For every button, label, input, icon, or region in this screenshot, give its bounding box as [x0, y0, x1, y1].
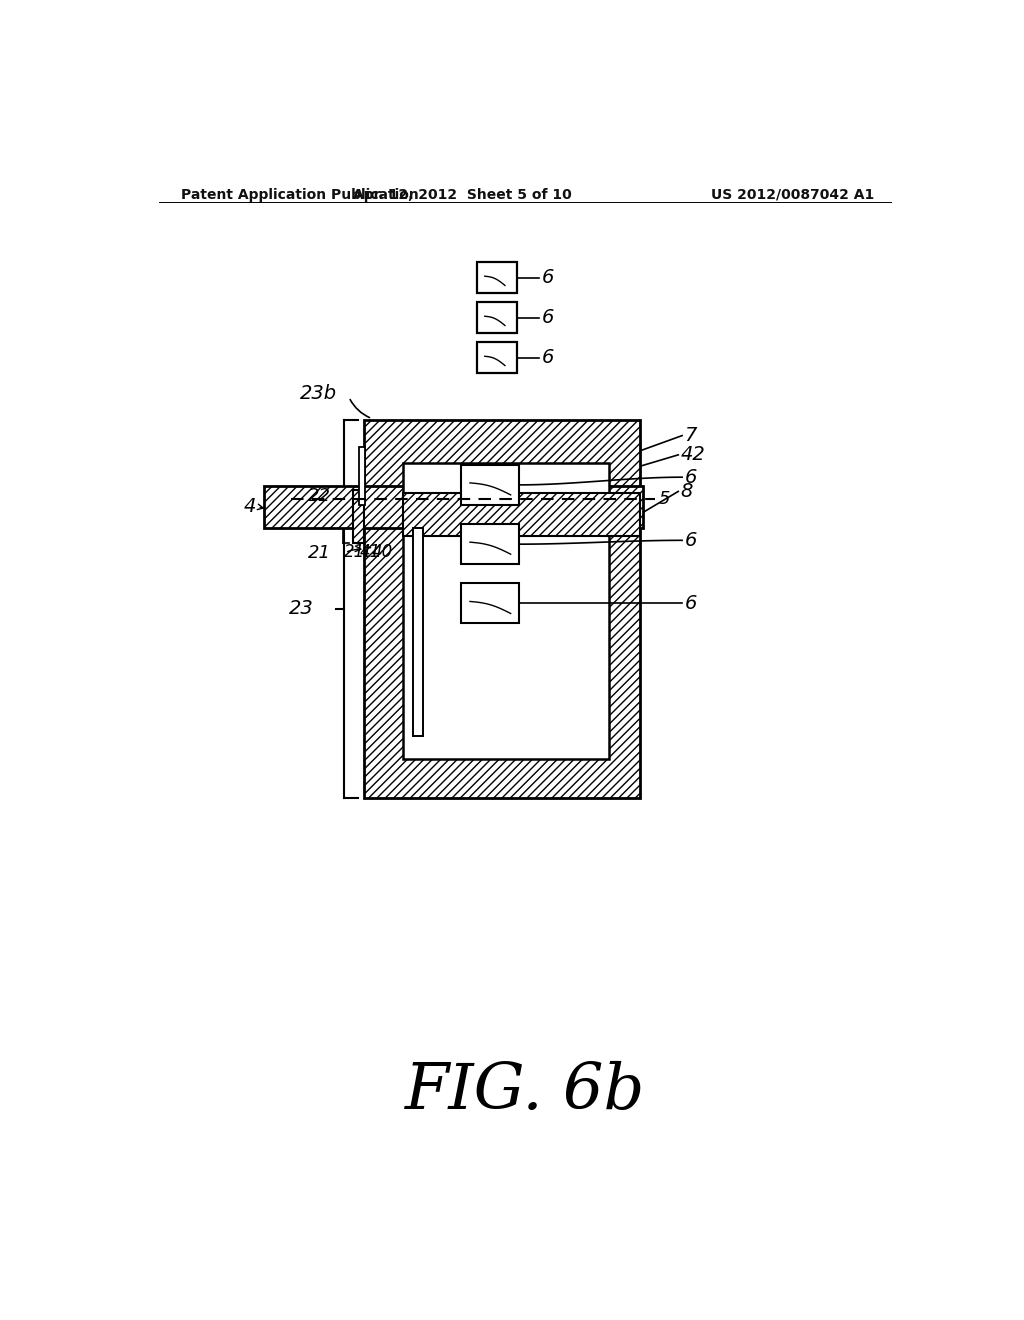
Bar [263, 486, 643, 528]
Text: 21t: 21t [344, 544, 372, 561]
Bar [403, 462, 608, 759]
Text: Apr. 12, 2012  Sheet 5 of 10: Apr. 12, 2012 Sheet 5 of 10 [353, 187, 572, 202]
Bar [477, 302, 517, 333]
Text: 23b: 23b [300, 384, 337, 403]
Bar [461, 583, 519, 623]
Text: 40: 40 [372, 544, 393, 561]
Text: 6: 6 [684, 594, 696, 612]
Bar [365, 420, 640, 797]
Text: US 2012/0087042 A1: US 2012/0087042 A1 [711, 187, 874, 202]
Text: 23: 23 [289, 599, 314, 618]
Text: 41: 41 [360, 544, 381, 561]
Text: 42: 42 [681, 445, 706, 465]
Text: 6: 6 [542, 268, 554, 288]
Bar [414, 528, 423, 737]
Bar [461, 524, 519, 564]
Bar [403, 494, 640, 536]
Bar [477, 263, 517, 293]
Text: 6: 6 [684, 467, 696, 487]
Text: 6: 6 [684, 531, 696, 550]
Text: 8: 8 [681, 482, 693, 500]
Text: 5: 5 [273, 490, 286, 508]
Text: 6: 6 [542, 348, 554, 367]
Text: 4: 4 [244, 498, 256, 516]
Text: 7: 7 [684, 426, 696, 445]
Text: 5: 5 [658, 490, 671, 508]
Text: 6: 6 [542, 309, 554, 327]
Text: 22: 22 [308, 487, 331, 504]
Bar [359, 447, 366, 506]
Text: FIG. 6b: FIG. 6b [404, 1061, 645, 1122]
Bar [352, 490, 365, 544]
Bar [461, 465, 519, 506]
Bar [477, 342, 517, 374]
Text: Patent Application Publication: Patent Application Publication [180, 187, 419, 202]
Text: 21: 21 [308, 544, 331, 561]
